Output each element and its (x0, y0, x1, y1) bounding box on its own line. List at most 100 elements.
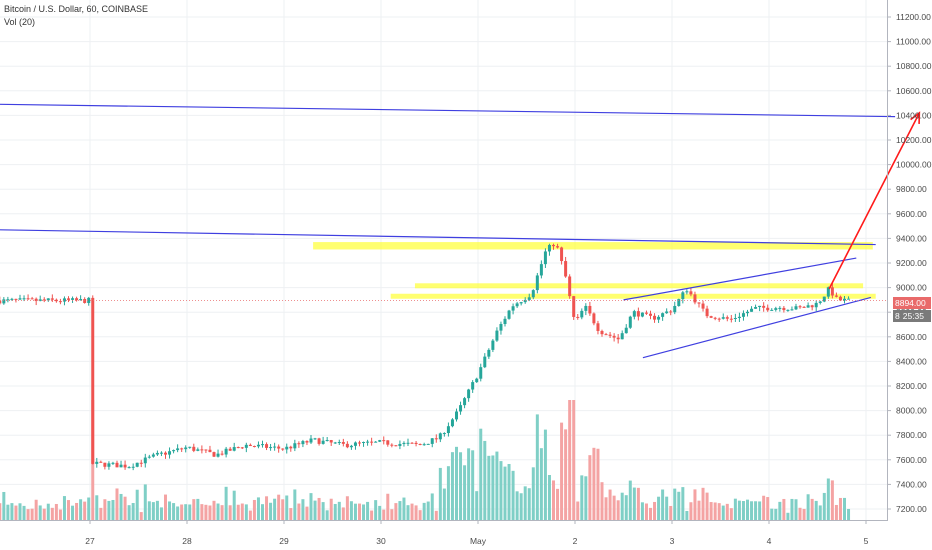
volume-bar (450, 452, 454, 520)
candle-body (685, 291, 689, 293)
price-tick-label: 10400.00 (896, 110, 932, 120)
candle-body (390, 444, 394, 446)
candle-body (422, 444, 426, 446)
candle-body (794, 306, 798, 310)
candle-body (362, 442, 366, 444)
volume-bar (362, 504, 366, 520)
candle-body (838, 296, 842, 301)
price-tick-label: 7600.00 (896, 455, 927, 465)
candle-body (46, 298, 50, 301)
volume-bar (305, 506, 309, 520)
volume-bar (188, 504, 192, 520)
price-tick-label: 10200.00 (896, 135, 932, 145)
candle-body (535, 275, 539, 291)
candle-body (232, 447, 236, 451)
candle-body (721, 317, 725, 319)
volume-bar (519, 493, 523, 520)
volume-bar (269, 502, 273, 520)
volume-bar (778, 501, 782, 520)
price-axis: 7200.00 7400.00 7600.00 7800.00 8000.00 8200.… (887, 12, 932, 514)
candle-body (366, 441, 370, 443)
candle-body (454, 411, 458, 420)
candle-body (345, 443, 349, 448)
lower-trendline (0, 229, 876, 246)
candle-body (281, 448, 285, 450)
candle-body (483, 356, 487, 368)
candle-body (168, 451, 172, 455)
wedge-lower-line (642, 296, 872, 359)
volume-bar (180, 504, 184, 520)
volume-bar (620, 492, 624, 520)
volume-bar (75, 502, 79, 520)
volume-bar (115, 488, 119, 520)
candle-body (766, 307, 770, 311)
volume-bar (410, 503, 414, 520)
candle-body (624, 327, 628, 334)
candle-body (75, 298, 79, 301)
candle-body (50, 298, 54, 300)
volume-bar (802, 508, 806, 520)
candle-body (277, 446, 281, 449)
volume-bar (357, 503, 361, 520)
candle-body (147, 456, 151, 458)
price-tick-label: 9800.00 (896, 184, 927, 194)
price-tick-label: 9600.00 (896, 209, 927, 219)
volume-bar (135, 489, 139, 520)
candle-body (842, 298, 846, 301)
wedge-upper-line (623, 257, 857, 301)
candle-body (762, 305, 766, 308)
time-tick-label: May (470, 536, 487, 546)
volume-bar (600, 482, 604, 520)
volume-bar (297, 503, 301, 520)
volume-bar (661, 489, 665, 520)
volume-bar (685, 511, 689, 520)
candle-body (459, 405, 463, 412)
volume-bar (127, 505, 131, 520)
candle-body (798, 306, 802, 308)
volume-bar (479, 428, 483, 520)
volume-bar (568, 400, 572, 520)
time-tick-label: 30 (376, 536, 386, 546)
candle-body (657, 316, 661, 320)
volume-bar (71, 505, 75, 520)
volume-bar (438, 467, 442, 520)
volume-bar (212, 500, 216, 520)
volume-bar (42, 508, 46, 520)
candle-body (450, 419, 454, 427)
price-tick-label: 7200.00 (896, 504, 927, 514)
volume-bar (653, 501, 657, 520)
volume-bar (507, 463, 511, 520)
candle-body (442, 433, 446, 435)
volume-bar (107, 500, 111, 520)
volume-bar (406, 505, 410, 520)
candle-body (71, 298, 75, 300)
volume-bar (95, 495, 99, 520)
volume-bar (539, 448, 543, 520)
volume-bar (758, 501, 762, 520)
candle-body (596, 323, 600, 331)
candle-body (628, 316, 632, 328)
candle-body (519, 302, 523, 304)
candle-body (770, 309, 774, 311)
candle-body (273, 446, 277, 448)
volume-bar (762, 495, 766, 520)
candle-body (438, 433, 442, 440)
volume-bar (830, 480, 834, 520)
bar-countdown-badge: 8 25:35 (893, 310, 931, 322)
candle-body (653, 315, 657, 320)
volume-bar (697, 500, 701, 520)
volume-bar (434, 510, 438, 520)
candle-body (111, 462, 115, 464)
volume-bar (50, 507, 54, 520)
candle-body (176, 448, 180, 451)
volume-bar (273, 498, 277, 520)
volume-bar (285, 495, 289, 520)
volume-bar (693, 489, 697, 520)
candle-body (394, 445, 398, 447)
candle-body (547, 244, 551, 252)
upper-trendline (0, 103, 896, 118)
volume-bar (636, 487, 640, 520)
volume-bar (18, 503, 22, 520)
price-tick-label: 10600.00 (896, 86, 932, 96)
